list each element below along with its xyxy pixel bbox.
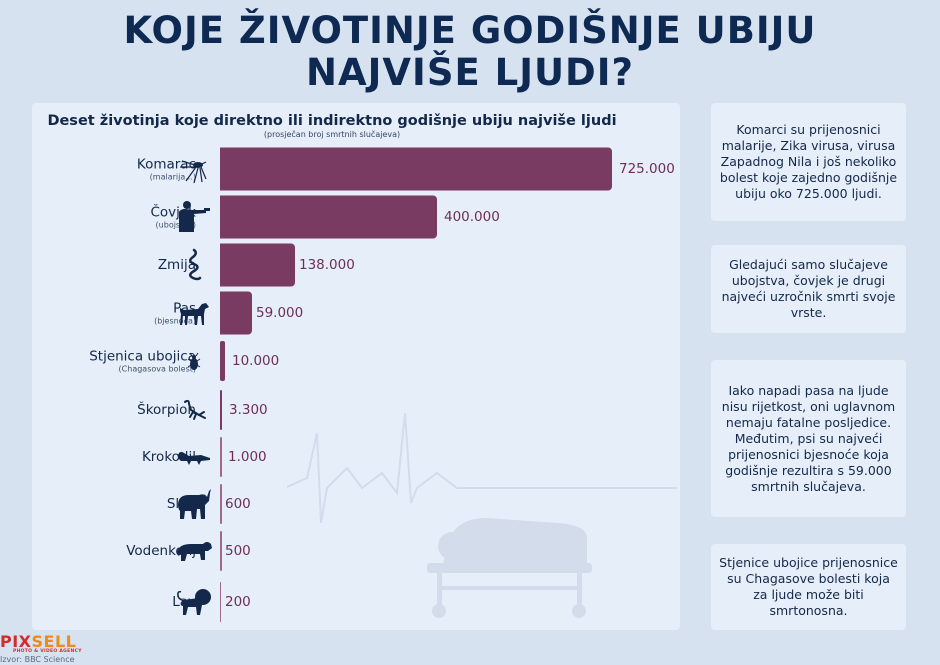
mosquito-icon [174, 150, 214, 188]
chart-title: Deset životinja koje direktno ili indire… [47, 113, 617, 129]
chart-row-covjek: Čovjek (ubojstva) 400.000 [32, 194, 680, 240]
hippo-icon [174, 532, 214, 570]
info-box-komarac: Komarci su prijenosnici malarije, Zika v… [711, 103, 906, 221]
page-title: KOJE ŽIVOTINJE GODIŠNJE UBIJU NAJVIŠE LJ… [0, 10, 940, 94]
value-label: 10.000 [232, 353, 280, 369]
bar-skorpion [220, 390, 222, 430]
row-label: Zmija [157, 257, 196, 273]
bug-icon [174, 342, 214, 380]
bar-vodenkonj [220, 531, 222, 571]
chart-subtitle: (prosječan broj smrtnih slučajeva) [263, 130, 401, 139]
chart-row-pas: Pas (bjesnoća) 59.000 [32, 290, 680, 336]
dog-icon [174, 294, 214, 332]
scorpion-icon [174, 391, 214, 429]
bar-lav [220, 582, 221, 622]
row-label: Stjenica ubojica [89, 348, 196, 365]
value-label: 59.000 [256, 305, 304, 321]
info-box-stjenica: Stjenice ubojice prijenosnice su Chagaso… [711, 544, 906, 630]
row-sublabel: (Chagasova bolest) [118, 364, 196, 374]
bar-pas [220, 291, 252, 335]
lion-icon [174, 583, 214, 621]
chart-row-krokodil: Krokodil 1.000 [32, 434, 680, 480]
logo-tagline: PHOTO & VIDEO AGENCY [13, 649, 82, 654]
title-line-2: NAJVIŠE LJUDI? [306, 51, 634, 94]
human-gun-icon [174, 198, 214, 236]
bar-covjek [220, 195, 437, 239]
title-line-1: KOJE ŽIVOTINJE GODIŠNJE UBIJU [123, 9, 817, 52]
chart-panel: Deset životinja koje direktno ili indire… [32, 103, 680, 630]
value-label: 725.000 [619, 161, 675, 177]
row-sublabel: (malarija...) [149, 172, 196, 182]
chart-row-komarac: Komarac (malarija...) 725.000 [32, 146, 680, 192]
chart-row-skorpion: Škorpion 3.300 [32, 387, 680, 433]
snake-icon [174, 246, 214, 284]
chart-row-lav: Lav 200 [32, 579, 680, 625]
value-label: 400.000 [444, 209, 500, 225]
value-label: 3.300 [229, 402, 268, 418]
row-label: Komarac [136, 156, 196, 173]
chart-row-zmija: Zmija 138.000 [32, 242, 680, 288]
chart-row-slon: Slon 600 [32, 481, 680, 527]
value-label: 600 [225, 496, 251, 512]
chart-row-stjenica-ubojica: Stjenica ubojica (Chagasova bolest) 10.0… [32, 338, 680, 384]
bar-komarac [220, 147, 612, 191]
value-label: 200 [225, 594, 251, 610]
pixsell-logo: PIXSELL [0, 632, 77, 651]
value-label: 500 [225, 543, 251, 559]
bar-zmija [220, 243, 295, 287]
row-label: Škorpion [137, 402, 196, 418]
row-sublabel: (bjesnoća) [154, 316, 196, 326]
value-label: 138.000 [299, 257, 355, 273]
value-label: 1.000 [228, 449, 267, 465]
info-box-covjek: Gledajući samo slučajeve ubojstva, čovje… [711, 245, 906, 333]
row-sublabel: (ubojstva) [155, 220, 196, 230]
elephant-icon [174, 485, 214, 523]
bar-krokodil [220, 437, 222, 477]
bar-stjenica-ubojica [220, 341, 225, 381]
source-note: Izvor: BBC Science [0, 655, 75, 664]
info-box-pas: Iako napadi pasa na ljude nisu rijetkost… [711, 360, 906, 517]
chart-row-vodenkonj: Vodenkonj 500 [32, 528, 680, 574]
bar-slon [220, 484, 222, 524]
crocodile-icon [174, 438, 214, 476]
